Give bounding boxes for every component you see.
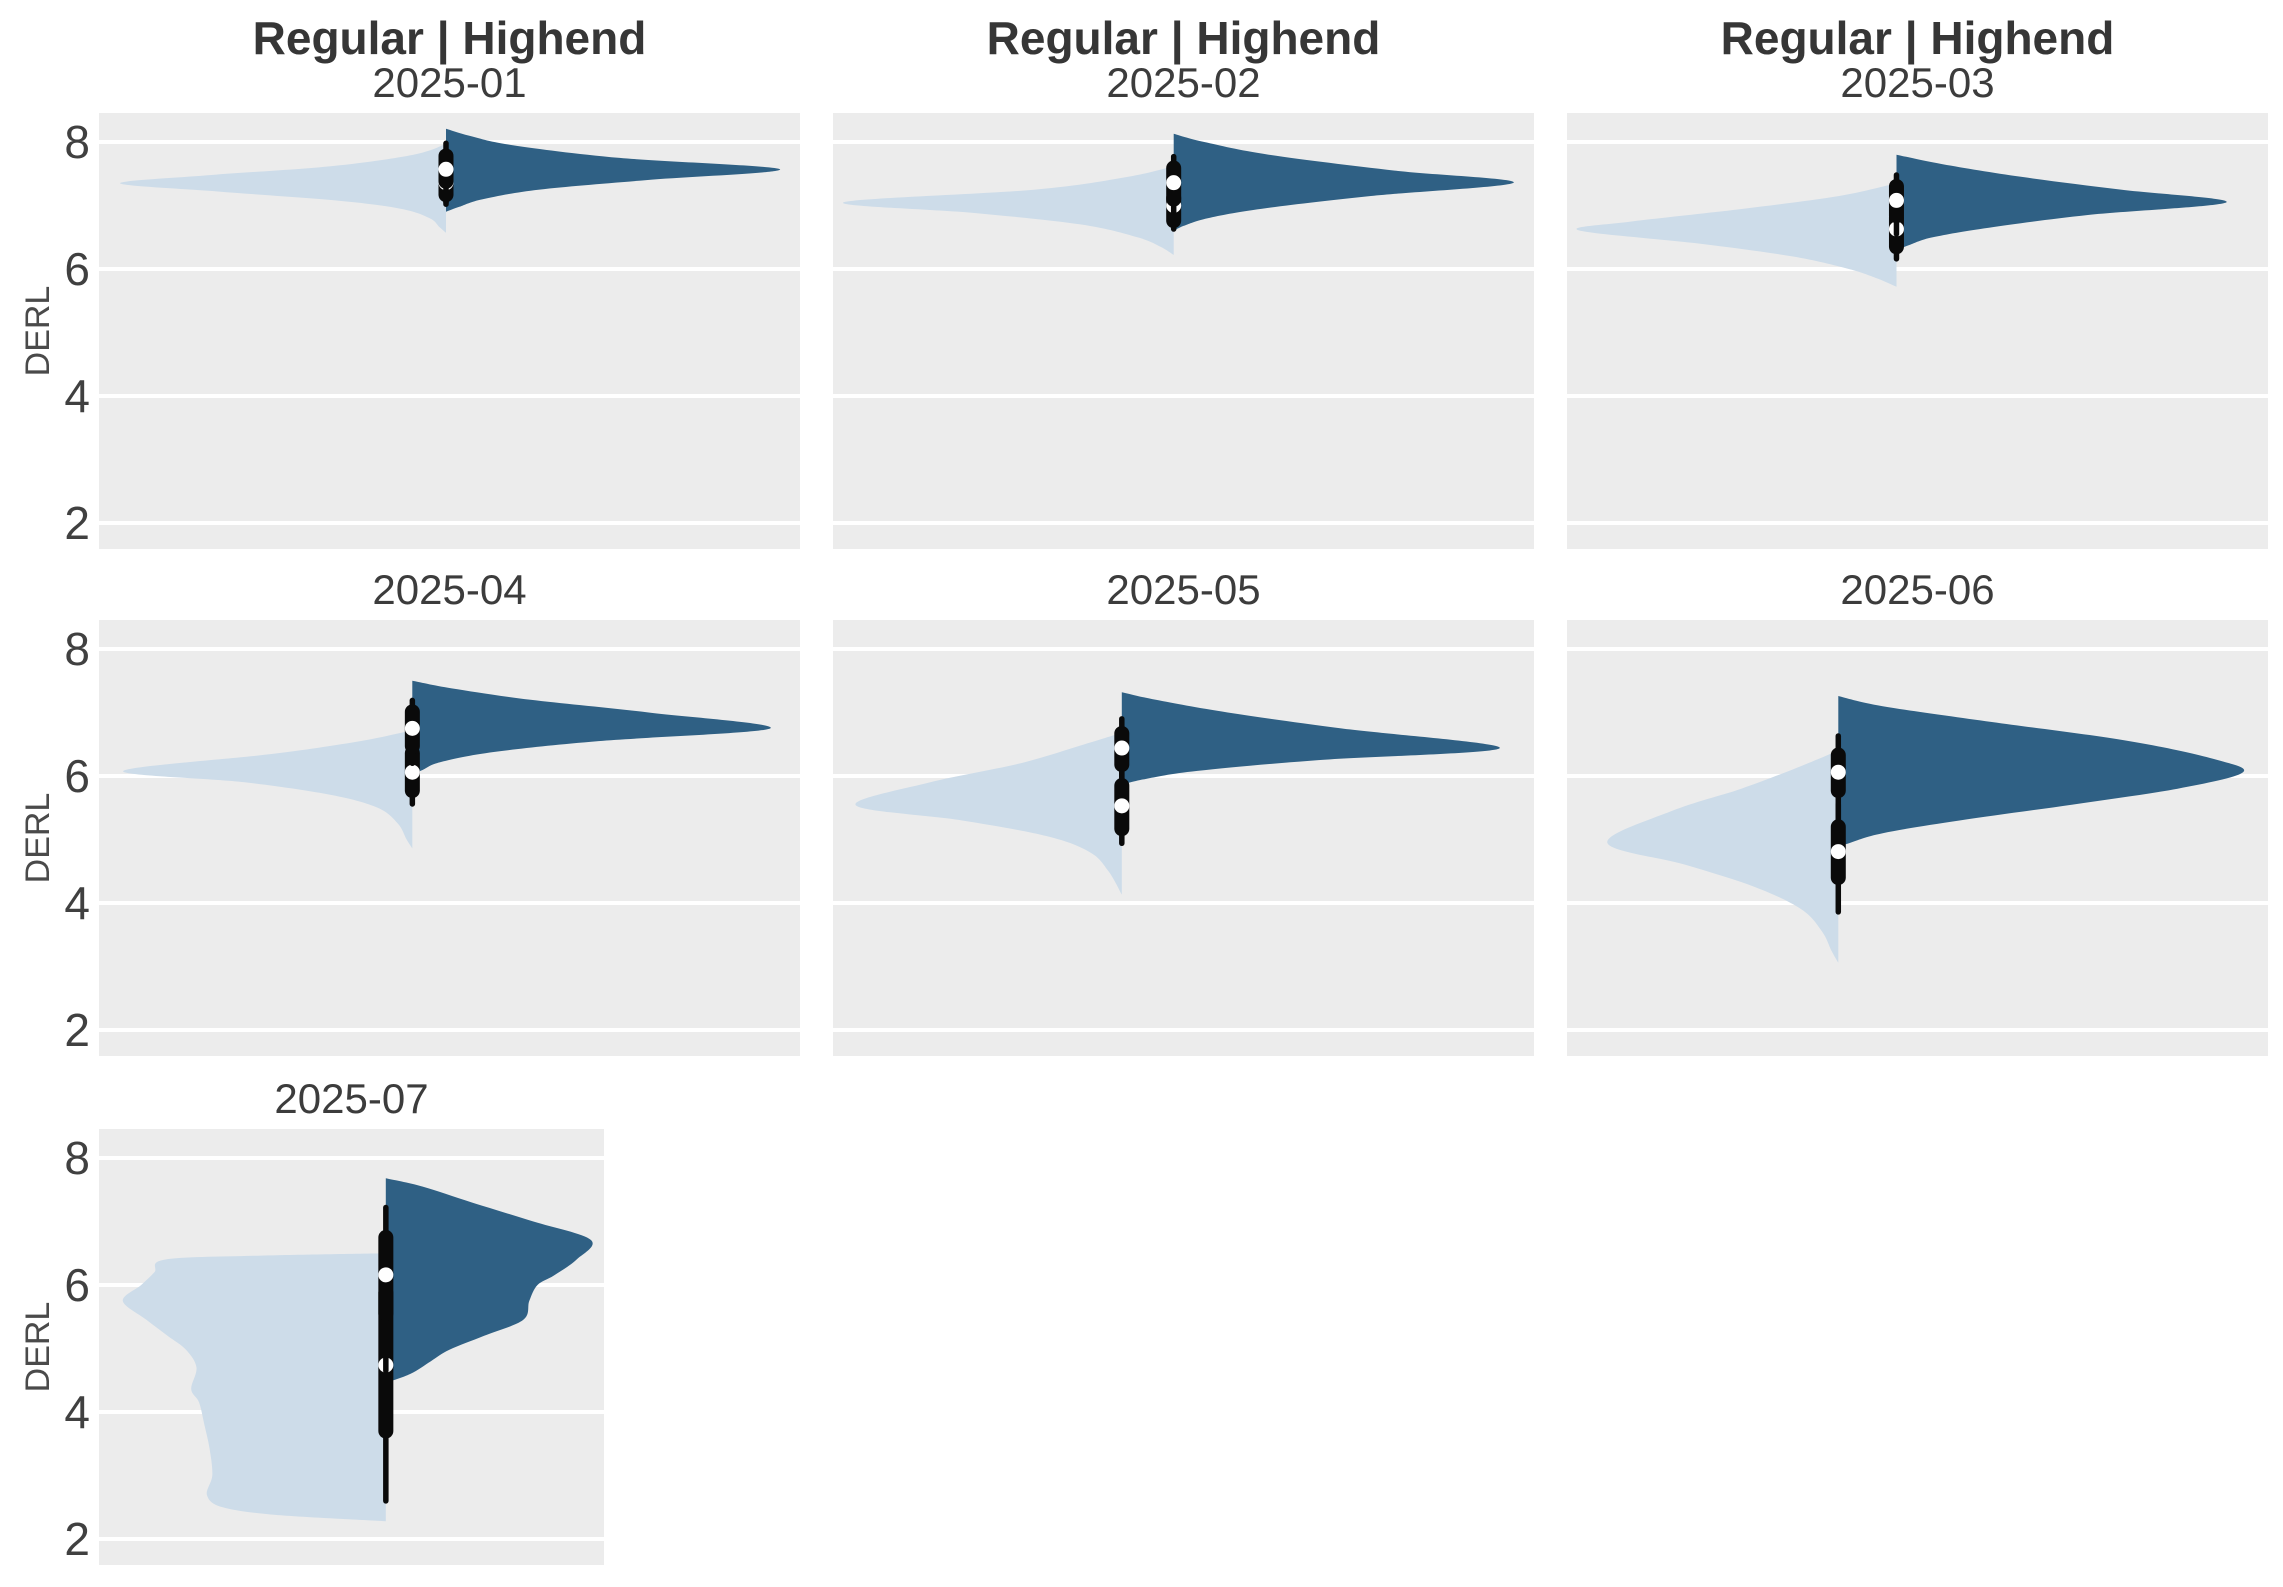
facet-panel-2025-05 [833,620,1534,1056]
facet-panel-2025-04 [99,620,800,1056]
facet-subtitle: 2025-02 [1106,59,1261,106]
violin-highend [1121,692,1500,785]
median-dot-highend [378,1267,394,1283]
y-tick-label: 4 [64,1386,90,1438]
median-dot-regular [1830,844,1846,860]
panel-background [833,620,1534,1056]
facet-subtitle: 2025-03 [1840,59,1995,106]
y-tick-label: 4 [64,370,90,422]
facet-panel-2025-06 [1567,620,2268,1056]
y-tick-label: 2 [64,1004,90,1056]
facet-subtitle: 2025-06 [1840,566,1995,613]
median-dot-highend [1166,175,1182,191]
violin-regular [123,730,413,849]
facet-panel-2025-01 [99,113,800,549]
median-dot-regular [1114,798,1130,814]
facet-panel-2025-07 [99,1129,604,1565]
y-tick-label: 6 [64,1259,90,1311]
violin-highend [1838,696,2245,848]
violin-regular [119,143,446,233]
violin-regular [843,166,1174,255]
facet-subtitle: 2025-01 [372,59,527,106]
violin-highend [446,128,781,212]
y-tick-label: 8 [64,623,90,675]
violin-regular [1576,183,1897,287]
y-tick-label: 8 [64,116,90,168]
facet-header: Regular | Highend [252,12,647,64]
y-tick-label: 4 [64,877,90,929]
median-dot-regular [404,764,420,780]
y-tick-label: 6 [64,750,90,802]
facet-subtitle: 2025-04 [372,566,527,613]
median-dot-highend [438,161,454,177]
violin-regular [122,1253,386,1522]
facet-header: Regular | Highend [1720,12,2115,64]
violin-highend [1173,133,1514,231]
facet-subtitle: 2025-05 [1106,566,1261,613]
median-dot-highend [404,720,420,736]
y-tick-label: 2 [64,1513,90,1565]
facet-subtitle: 2025-07 [274,1075,429,1122]
median-dot-highend [1114,740,1130,756]
violin-highend [412,680,771,775]
y-tick-label: 6 [64,243,90,295]
median-dot-highend [1888,192,1904,208]
median-dot-highend [1830,764,1846,780]
facet-header: Regular | Highend [986,12,1381,64]
y-tick-label: 8 [64,1132,90,1184]
violin-regular [1607,750,1839,963]
violin-highend [385,1178,593,1383]
facet-panel-2025-02 [833,113,1534,549]
violin-highend [1896,154,2227,250]
panel-background [99,620,800,1056]
violin-regular [855,732,1122,895]
y-tick-label: 2 [64,497,90,549]
facet-panel-2025-03 [1567,113,2268,549]
